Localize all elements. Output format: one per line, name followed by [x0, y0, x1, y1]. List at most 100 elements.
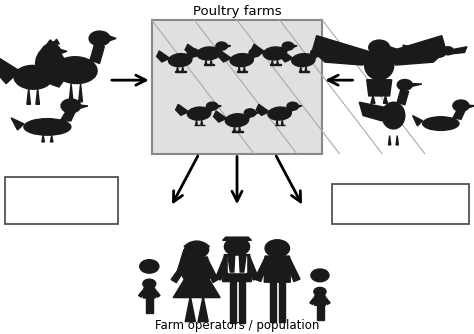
Polygon shape	[305, 66, 307, 71]
Polygon shape	[60, 110, 75, 121]
Polygon shape	[175, 71, 181, 72]
Polygon shape	[196, 120, 197, 125]
Polygon shape	[292, 45, 297, 47]
Circle shape	[314, 288, 326, 296]
Polygon shape	[45, 55, 58, 69]
Polygon shape	[367, 80, 392, 96]
Polygon shape	[453, 109, 465, 119]
Polygon shape	[22, 69, 46, 89]
Polygon shape	[279, 282, 285, 322]
Polygon shape	[239, 127, 240, 131]
Polygon shape	[277, 60, 278, 64]
Polygon shape	[237, 71, 242, 72]
Polygon shape	[321, 52, 326, 54]
Polygon shape	[78, 105, 88, 109]
Circle shape	[224, 238, 250, 256]
Ellipse shape	[14, 65, 52, 89]
Polygon shape	[215, 256, 228, 280]
Polygon shape	[285, 258, 300, 282]
Polygon shape	[90, 43, 104, 63]
Polygon shape	[204, 64, 209, 65]
Polygon shape	[213, 111, 227, 122]
Polygon shape	[312, 36, 375, 65]
Ellipse shape	[263, 47, 287, 60]
Polygon shape	[255, 112, 259, 114]
Circle shape	[311, 269, 329, 282]
Polygon shape	[299, 71, 304, 72]
Text: Poultry farms: Poultry farms	[193, 5, 281, 18]
Polygon shape	[283, 46, 289, 51]
Ellipse shape	[382, 102, 405, 129]
Polygon shape	[321, 305, 324, 320]
Circle shape	[89, 31, 110, 46]
Polygon shape	[27, 89, 30, 104]
Ellipse shape	[230, 54, 254, 66]
Polygon shape	[245, 113, 251, 119]
Polygon shape	[259, 52, 264, 54]
Text: Backyards
birds: Backyards birds	[31, 186, 92, 214]
Polygon shape	[304, 71, 309, 72]
Polygon shape	[210, 60, 212, 64]
Polygon shape	[182, 257, 211, 283]
Circle shape	[442, 47, 454, 55]
Ellipse shape	[197, 47, 220, 60]
Polygon shape	[156, 51, 170, 62]
Circle shape	[310, 49, 322, 57]
Polygon shape	[185, 44, 198, 55]
Ellipse shape	[427, 49, 446, 57]
Circle shape	[265, 240, 290, 257]
Polygon shape	[152, 289, 160, 297]
Polygon shape	[11, 118, 24, 130]
Polygon shape	[300, 66, 301, 71]
Polygon shape	[216, 46, 223, 51]
Polygon shape	[234, 127, 235, 131]
Polygon shape	[388, 46, 400, 50]
Polygon shape	[42, 135, 45, 142]
Polygon shape	[173, 277, 220, 298]
Polygon shape	[383, 96, 388, 103]
Circle shape	[244, 109, 256, 117]
Polygon shape	[46, 39, 59, 45]
Polygon shape	[181, 71, 186, 72]
Polygon shape	[79, 84, 82, 102]
Polygon shape	[314, 296, 326, 305]
Polygon shape	[138, 289, 146, 297]
Polygon shape	[239, 282, 245, 323]
Polygon shape	[275, 64, 281, 65]
Ellipse shape	[55, 57, 97, 84]
Polygon shape	[287, 106, 294, 112]
Polygon shape	[237, 131, 243, 132]
Polygon shape	[389, 136, 391, 145]
Polygon shape	[36, 89, 39, 104]
Circle shape	[185, 241, 209, 258]
Text: Farm operators / population: Farm operators / population	[155, 319, 319, 332]
Circle shape	[216, 42, 228, 50]
Polygon shape	[36, 42, 71, 87]
Circle shape	[453, 100, 469, 111]
Polygon shape	[223, 237, 251, 240]
Polygon shape	[198, 296, 208, 322]
Ellipse shape	[24, 119, 71, 135]
Polygon shape	[146, 298, 149, 313]
Circle shape	[369, 40, 390, 55]
Ellipse shape	[168, 54, 192, 66]
Polygon shape	[403, 45, 431, 54]
Polygon shape	[396, 136, 398, 145]
Polygon shape	[397, 89, 409, 105]
Polygon shape	[203, 259, 218, 283]
Circle shape	[140, 260, 159, 273]
Polygon shape	[143, 288, 155, 298]
Polygon shape	[270, 64, 275, 65]
Polygon shape	[249, 53, 256, 58]
Polygon shape	[317, 305, 320, 320]
Polygon shape	[177, 249, 197, 274]
Polygon shape	[276, 120, 278, 125]
Polygon shape	[244, 66, 245, 71]
Polygon shape	[184, 243, 210, 246]
Polygon shape	[371, 96, 375, 103]
Polygon shape	[177, 66, 178, 71]
Polygon shape	[441, 47, 467, 54]
Polygon shape	[175, 104, 189, 115]
Polygon shape	[228, 255, 235, 272]
Polygon shape	[280, 51, 293, 62]
